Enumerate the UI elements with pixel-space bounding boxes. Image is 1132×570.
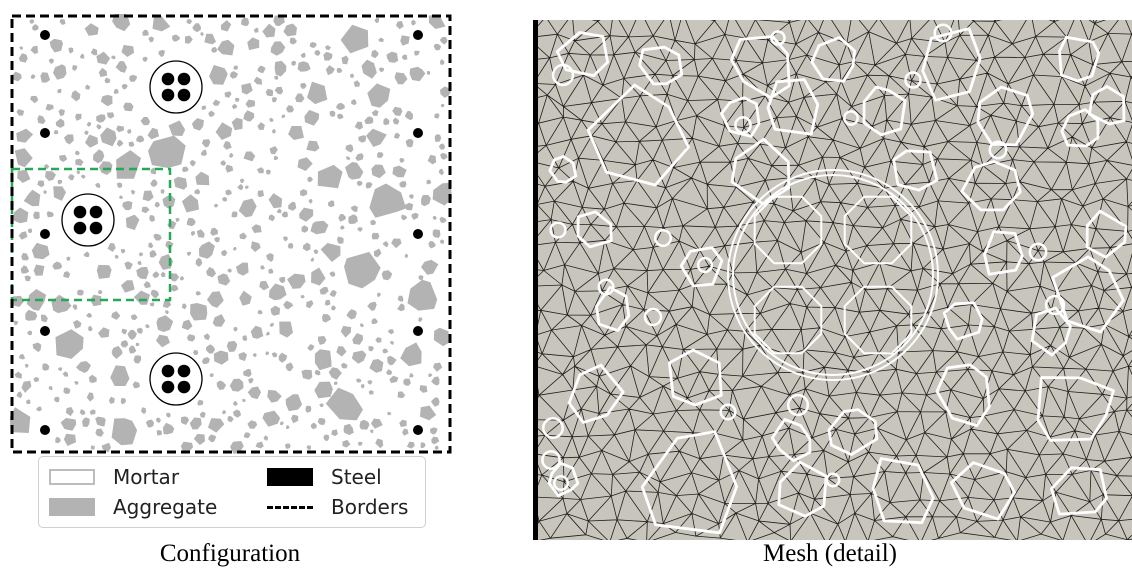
caption-mesh-detail: Mesh (detail) bbox=[763, 540, 897, 567]
mesh-detail bbox=[533, 20, 1132, 540]
legend: Mortar Aggregate Steel Borders bbox=[38, 456, 426, 528]
legend-label-borders: Borders bbox=[331, 495, 409, 519]
legend-label-mortar: Mortar bbox=[113, 465, 180, 489]
legend-item-borders: Borders bbox=[267, 495, 408, 519]
borders-swatch-icon bbox=[267, 505, 313, 509]
legend-item-aggregate: Aggregate bbox=[49, 495, 217, 519]
legend-item-mortar: Mortar bbox=[49, 465, 179, 489]
legend-label-aggregate: Aggregate bbox=[113, 495, 218, 519]
caption-configuration: Configuration bbox=[159, 540, 301, 567]
aggregate-swatch-icon bbox=[49, 498, 95, 516]
steel-reinforcement bbox=[40, 30, 423, 435]
mesh-left-edge bbox=[533, 20, 538, 540]
specimen-border bbox=[10, 14, 452, 454]
aggregate-outlines bbox=[541, 23, 1128, 535]
aggregate-particles bbox=[10, 14, 452, 454]
configuration-diagram bbox=[10, 14, 452, 454]
legend-item-steel: Steel bbox=[267, 465, 382, 489]
steel-swatch-icon bbox=[267, 468, 313, 486]
legend-label-steel: Steel bbox=[331, 465, 382, 489]
mortar-swatch-icon bbox=[49, 469, 95, 485]
